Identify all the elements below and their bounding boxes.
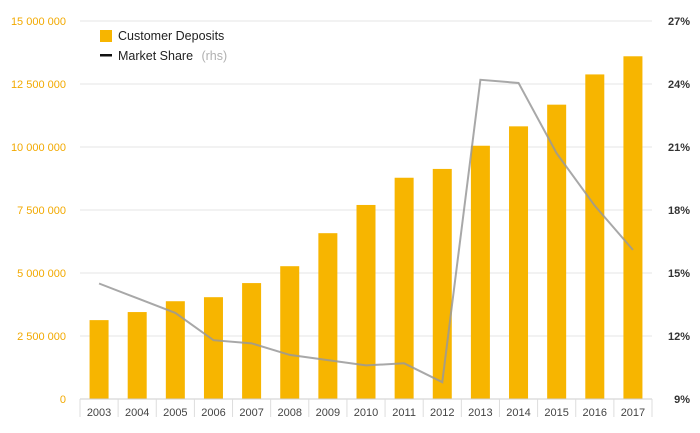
x-tick-label: 2003 [87, 407, 111, 419]
bar-customer-deposits [203, 297, 223, 399]
x-tick-label: 2012 [430, 407, 454, 419]
x-tick-label: 2010 [354, 407, 378, 419]
legend-swatch-customer-deposits [100, 30, 112, 42]
x-tick-label: 2007 [239, 407, 263, 419]
bar-customer-deposits [318, 233, 338, 399]
y-left-tick-label: 7 500 000 [17, 205, 66, 217]
y-left-tick-label: 10 000 000 [11, 142, 66, 154]
y-right-tick-label: 9% [674, 394, 690, 406]
bar-customer-deposits [470, 145, 490, 399]
x-tick-label: 2014 [506, 407, 530, 419]
x-tick-label: 2006 [201, 407, 225, 419]
bar-customer-deposits [623, 56, 643, 399]
y-left-tick-label: 12 500 000 [11, 79, 66, 91]
legend-label-market-share-suffix: (rhs) [201, 49, 227, 63]
bars [89, 56, 643, 399]
x-tick-label: 2013 [468, 407, 492, 419]
x-tick-label: 2005 [163, 407, 187, 419]
y-right-tick-label: 24% [668, 79, 690, 91]
legend-label-market-share-name: Market Share [118, 49, 193, 63]
bar-customer-deposits [356, 204, 376, 399]
legend-label-market-share: Market Share (rhs) [118, 47, 227, 64]
bar-customer-deposits [547, 104, 567, 399]
y-left-tick-label: 0 [60, 394, 66, 406]
bar-customer-deposits [585, 74, 605, 399]
bar-customer-deposits [127, 312, 147, 399]
y-left-tick-label: 5 000 000 [17, 268, 66, 280]
x-tick-label: 2008 [277, 407, 301, 419]
legend: Customer Deposits Market Share (rhs) [100, 29, 227, 64]
bar-customer-deposits [509, 126, 529, 399]
axes: 0 2 500 000 5 000 000 7 500 000 10 000 000 12… [11, 16, 690, 419]
bar-customer-deposits [89, 320, 109, 399]
y-right-tick-label: 27% [668, 16, 690, 28]
x-tick-label: 2009 [316, 407, 340, 419]
legend-swatch-market-share [100, 54, 112, 57]
bar-customer-deposits [432, 168, 452, 399]
y-right-tick-label: 12% [668, 331, 690, 343]
y-left-tick-label: 15 000 000 [11, 16, 66, 28]
bar-customer-deposits [280, 266, 300, 399]
x-tick-label: 2017 [621, 407, 645, 419]
bar-customer-deposits [165, 301, 185, 399]
x-tick-label: 2016 [583, 407, 607, 419]
x-tick-label: 2015 [544, 407, 568, 419]
y-left-tick-label: 2 500 000 [17, 331, 66, 343]
y-right-tick-label: 15% [668, 268, 690, 280]
market-share-series [98, 78, 634, 384]
bar-customer-deposits [242, 283, 262, 399]
legend-label-customer-deposits: Customer Deposits [118, 29, 224, 43]
bar-customer-deposits [394, 177, 414, 399]
x-tick-label: 2004 [125, 407, 149, 419]
y-right-tick-label: 18% [668, 205, 690, 217]
x-tick-label: 2011 [392, 407, 416, 419]
y-right-tick-label: 21% [668, 142, 690, 154]
